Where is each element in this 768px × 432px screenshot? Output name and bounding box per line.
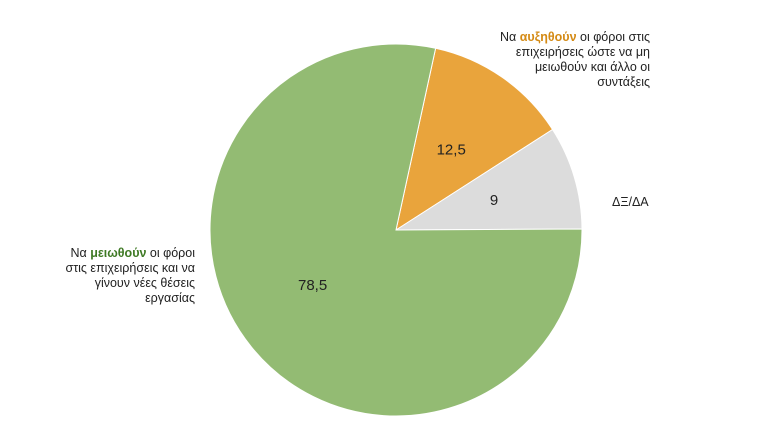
pie-slice-increase	[395, 47, 554, 232]
pie-slice-decrease	[209, 43, 583, 417]
label-decrease-prefix: Να	[70, 246, 91, 260]
data-label-dk: 9	[490, 192, 498, 209]
label-increase-highlight: αυξηθούν	[519, 30, 577, 44]
label-increase: Να αυξηθούν οι φόροι στις επιχειρήσεις ώ…	[500, 30, 650, 90]
label-decrease-highlight: μειωθούν	[90, 246, 147, 260]
data-label-decrease: 78,5	[298, 277, 327, 294]
label-dk: ΔΞ/ΔΑ	[612, 195, 649, 209]
data-label-increase: 12,5	[437, 142, 466, 159]
label-decrease-suffix: οι φόροι στις επιχειρήσεις και να γίνουν…	[65, 246, 196, 305]
label-decrease: Να μειωθούν οι φόροι στις επιχειρήσεις κ…	[50, 246, 196, 306]
label-increase-suffix: οι φόροι στις επιχειρήσεις ώστε να μη με…	[515, 30, 651, 89]
pie-slice-dk	[394, 128, 583, 231]
label-increase-prefix: Να	[500, 30, 520, 44]
